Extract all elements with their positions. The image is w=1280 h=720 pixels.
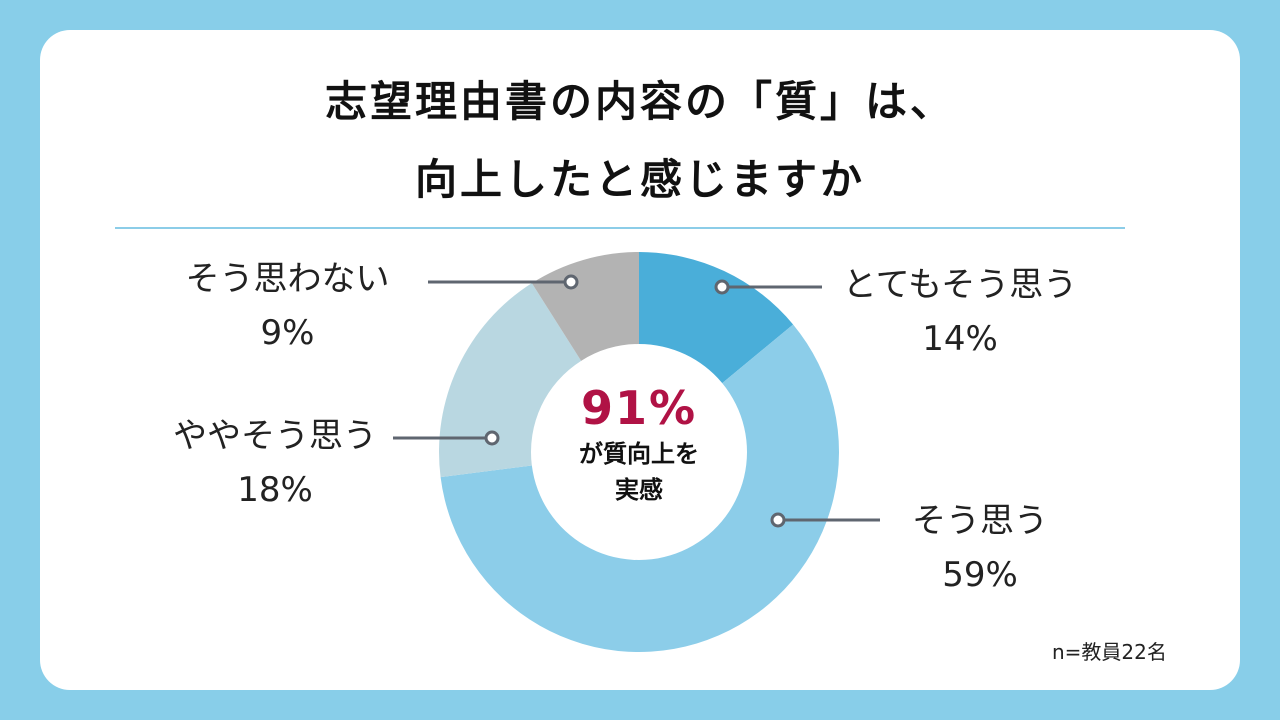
- slice-disagree: [531, 252, 639, 361]
- slice-very-much: [639, 252, 794, 384]
- leader-dot: [714, 279, 730, 295]
- label-somewhat: ややそう思う 18%: [160, 409, 390, 517]
- label-very-much: とてもそう思う 14%: [830, 258, 1090, 366]
- label-category: そう思わない: [185, 259, 390, 299]
- center-value: 91%: [580, 381, 698, 435]
- sample-size-note: n=教員22名: [1052, 640, 1167, 664]
- slice-somewhat: [439, 283, 582, 478]
- label-category: とてもそう思う: [842, 265, 1078, 305]
- label-value: 14%: [922, 319, 998, 359]
- chart-title-line-1: 志望理由書の内容の「質」は、: [324, 77, 955, 126]
- center-text-1: が質向上を: [579, 440, 699, 468]
- label-value: 18%: [237, 470, 313, 510]
- label-category: そう思う: [912, 501, 1048, 541]
- label-disagree: そう思わない 9%: [170, 252, 405, 360]
- slice-agree: [440, 324, 839, 652]
- label-value: 9%: [260, 313, 315, 353]
- chart-title-line-2: 向上したと感じますか: [414, 155, 865, 204]
- donut-center: 91% が質向上を 実感: [539, 380, 739, 508]
- label-category: ややそう思う: [173, 416, 377, 456]
- label-value: 59%: [942, 555, 1018, 595]
- title-divider: [115, 227, 1125, 229]
- leader-dot: [484, 430, 500, 446]
- leader-dot: [770, 512, 786, 528]
- label-agree: そう思う 59%: [895, 494, 1065, 602]
- leader-dot: [563, 274, 579, 290]
- center-text-2: 実感: [615, 476, 663, 504]
